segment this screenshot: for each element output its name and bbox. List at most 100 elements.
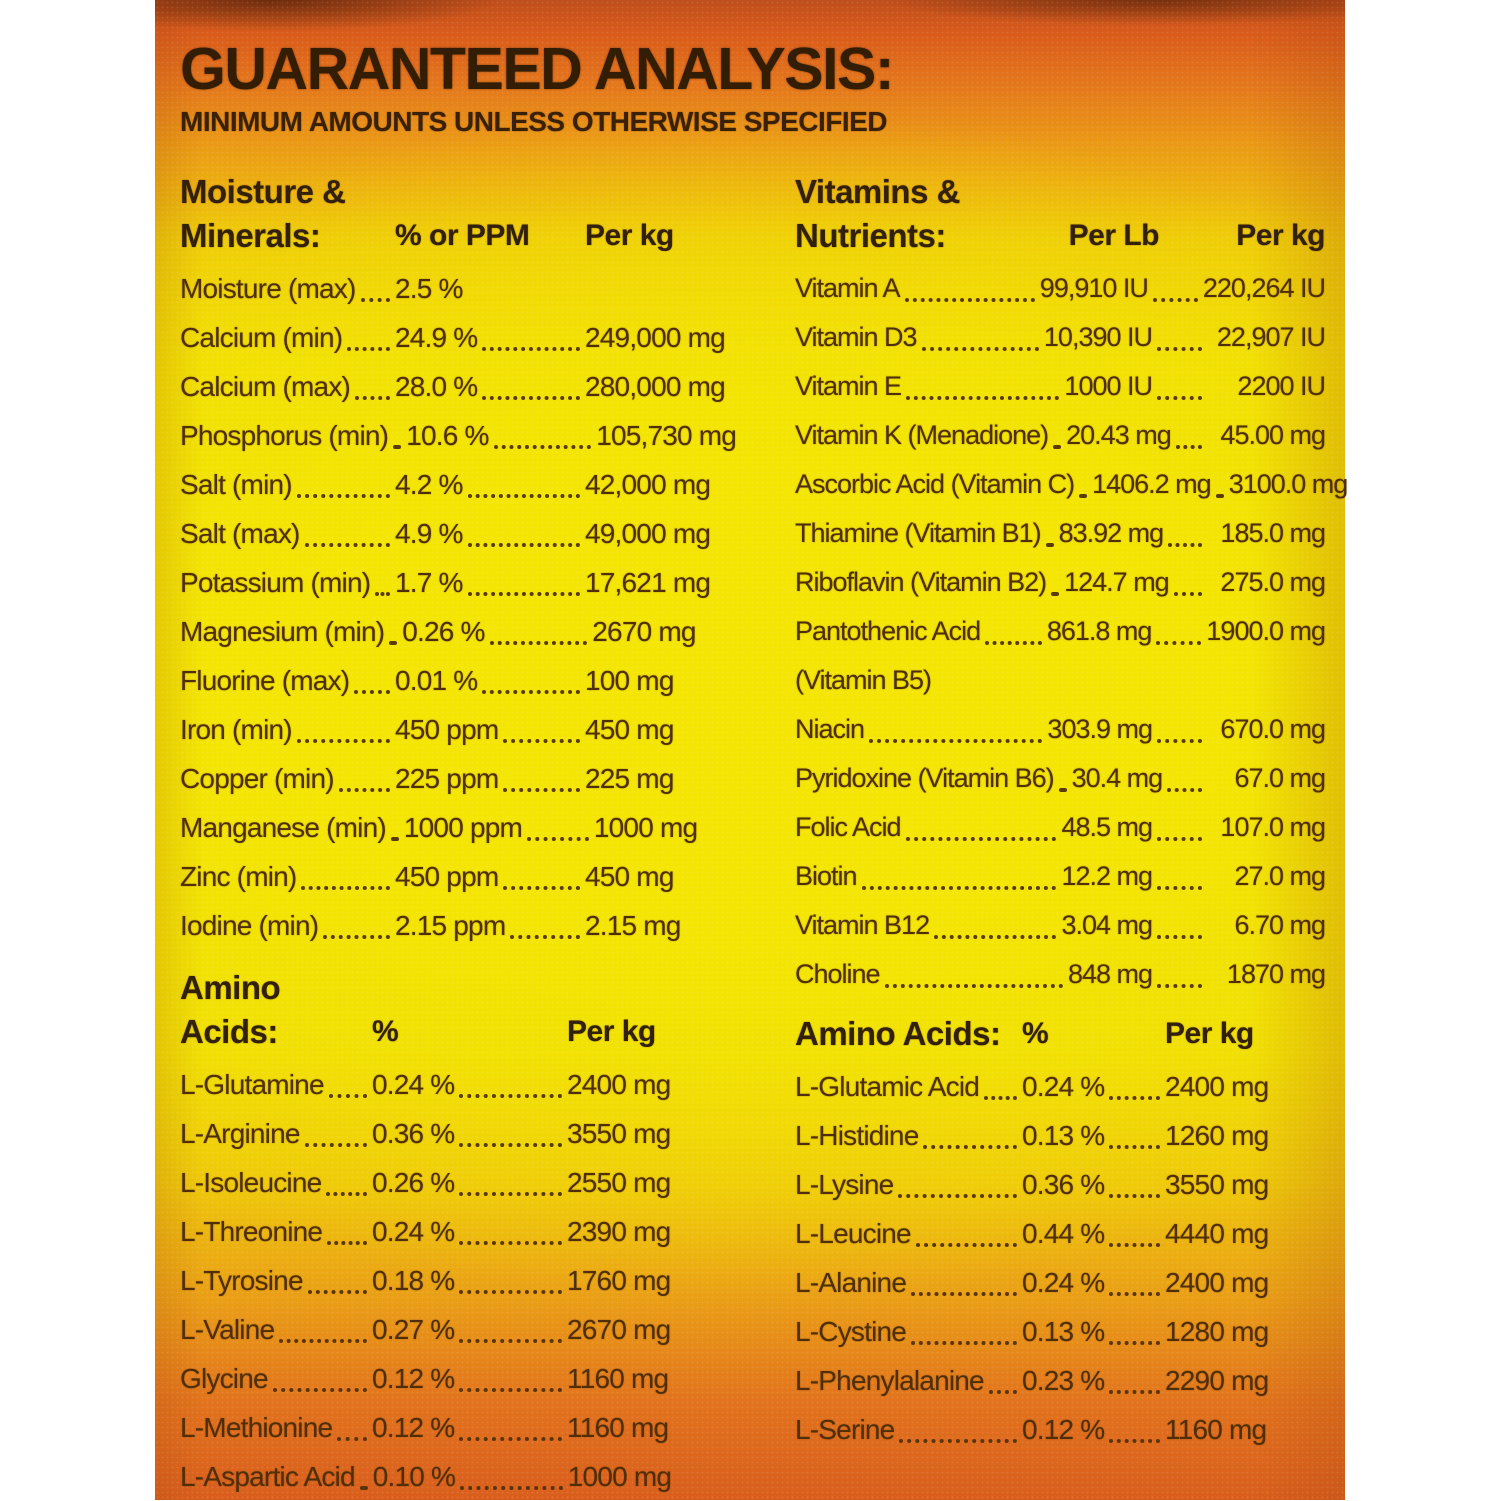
leader-dots bbox=[906, 396, 1060, 400]
nutrient-per-kg: 1000 mg bbox=[567, 1461, 672, 1492]
table-row: L-Valine 0.27 % 2670 mg bbox=[180, 1305, 770, 1354]
table-row: Vitamin K (Menadione) 20.43 mg 45.00 mg bbox=[795, 411, 1326, 460]
column-header-percent: % bbox=[372, 1015, 399, 1048]
nutrient-percent: 0.12 % bbox=[372, 1412, 455, 1443]
nutrient-percent: 0.36 % bbox=[372, 1118, 455, 1149]
nutrient-percent: 0.13 % bbox=[1022, 1120, 1105, 1151]
nutrient-per-kg: 450 mg bbox=[585, 861, 674, 892]
nutrient-per-kg: 2290 mg bbox=[1165, 1365, 1269, 1396]
nutrient-name: Salt (min) bbox=[180, 469, 293, 500]
nutrient-amount: 10.6 % bbox=[406, 420, 489, 451]
leader-dots bbox=[327, 1241, 367, 1245]
leader-dots bbox=[326, 1192, 367, 1196]
leader-dots bbox=[467, 543, 580, 547]
table-row: L-Threonine 0.24 % 2390 mg bbox=[180, 1207, 770, 1256]
leader-dots bbox=[503, 886, 580, 890]
nutrient-per-kg: 67.0 mg bbox=[1234, 763, 1326, 793]
nutrient-per-kg: 42,000 mg bbox=[585, 469, 711, 500]
nutrient-per-lb: 20.43 mg bbox=[1066, 420, 1172, 450]
leader-dots bbox=[1058, 788, 1067, 792]
leader-dots bbox=[393, 445, 402, 449]
leader-dots bbox=[898, 1194, 1017, 1198]
nutrient-amount: 4.2 % bbox=[395, 469, 463, 500]
table-row: Manganese (min) 1000 ppm 1000 mg bbox=[180, 803, 770, 852]
leader-dots bbox=[459, 1290, 562, 1294]
leader-dots bbox=[869, 739, 1043, 743]
leader-dots bbox=[355, 396, 390, 400]
table-row: Vitamin E 1000 IU 2200 IU bbox=[795, 362, 1326, 411]
leader-dots bbox=[296, 494, 390, 498]
leader-dots bbox=[1157, 935, 1202, 939]
nutrient-percent: 0.18 % bbox=[372, 1265, 455, 1296]
nutrient-name: Magnesium (min) bbox=[180, 616, 385, 647]
table-row: L-Cystine 0.13 % 1280 mg bbox=[795, 1307, 1325, 1356]
nutrient-name: L-Methionine bbox=[180, 1412, 333, 1443]
nutrient-amount: 28.0 % bbox=[395, 371, 478, 402]
table-row: L-Histidine 0.13 % 1260 mg bbox=[795, 1111, 1325, 1160]
leader-dots bbox=[467, 592, 580, 596]
leader-dots bbox=[1215, 494, 1224, 498]
nutrient-name: Calcium (min) bbox=[180, 322, 343, 353]
nutrient-per-kg: 2390 mg bbox=[567, 1216, 671, 1247]
nutrient-name: L-Glutamine bbox=[180, 1069, 325, 1100]
leader-dots bbox=[911, 1292, 1017, 1296]
leader-dots bbox=[1053, 445, 1062, 449]
table-row: (Vitamin B5) bbox=[795, 656, 1325, 705]
nutrient-name: L-Phenylalanine bbox=[795, 1365, 985, 1396]
table-row: Choline 848 mg 1870 mg bbox=[795, 950, 1326, 999]
leader-dots bbox=[1157, 347, 1202, 351]
nutrient-amount: 0.01 % bbox=[395, 665, 478, 696]
leader-dots bbox=[1157, 396, 1202, 400]
leader-dots bbox=[459, 1192, 562, 1196]
minerals-rows: Moisture (max) 2.5 % Calcium (min) 24.9 bbox=[180, 264, 770, 950]
vitamins-heading-line1: Vitamins & bbox=[795, 173, 960, 210]
leader-dots bbox=[934, 935, 1057, 939]
nutrient-per-lb: 12.2 mg bbox=[1061, 861, 1153, 891]
amino-heading: Amino Acids: bbox=[180, 969, 281, 1050]
column-header-per-kg: Per kg bbox=[1165, 1017, 1254, 1050]
nutrient-name: L-Histidine bbox=[795, 1120, 919, 1151]
nutrient-amount: 4.9 % bbox=[395, 518, 463, 549]
table-row: Moisture (max) 2.5 % bbox=[180, 264, 770, 313]
nutrient-name: Copper (min) bbox=[180, 763, 335, 794]
nutrient-name: Zinc (min) bbox=[180, 861, 297, 892]
leader-dots bbox=[1109, 1096, 1160, 1100]
leader-dots bbox=[347, 347, 390, 351]
leader-dots bbox=[1051, 592, 1060, 596]
nutrient-per-kg: 2200 IU bbox=[1237, 371, 1326, 401]
minerals-heading-line2: Minerals: bbox=[180, 217, 321, 254]
nutrient-name: Niacin bbox=[795, 714, 865, 744]
leader-dots bbox=[899, 1439, 1017, 1443]
nutrient-percent: 0.13 % bbox=[1022, 1316, 1105, 1347]
leader-dots bbox=[1168, 543, 1202, 547]
minerals-table-header: Moisture & Minerals: % or PPM Per kg bbox=[180, 170, 770, 258]
nutrient-name: Iron (min) bbox=[180, 714, 293, 745]
table-row: L-Glutamine 0.24 % 2400 mg bbox=[180, 1060, 770, 1109]
leader-dots bbox=[489, 641, 588, 645]
nutrient-percent: 0.23 % bbox=[1022, 1365, 1105, 1396]
nutrient-per-kg: 1870 mg bbox=[1226, 959, 1326, 989]
nutrient-amount: 2.15 ppm bbox=[395, 910, 506, 941]
nutrient-percent: 0.10 % bbox=[372, 1461, 456, 1492]
table-row: Magnesium (min) 0.26 % 2670 mg bbox=[180, 607, 770, 656]
nutrient-per-lb: 1406.2 mg bbox=[1092, 469, 1212, 499]
table-row: Salt (min) 4.2 % 42,000 mg bbox=[180, 460, 770, 509]
nutrient-amount: 2.5 % bbox=[395, 273, 463, 304]
leader-dots bbox=[1109, 1292, 1160, 1296]
nutrient-name: L-Cystine bbox=[795, 1316, 907, 1347]
table-row: L-Glutamic Acid 0.24 % 2400 mg bbox=[795, 1062, 1325, 1111]
nutrient-percent: 0.36 % bbox=[1022, 1169, 1105, 1200]
nutrient-per-lb: 99,910 IU bbox=[1039, 273, 1149, 303]
leader-dots bbox=[296, 739, 390, 743]
nutrient-name: L-Serine bbox=[795, 1414, 895, 1445]
table-row: Fluorine (max) 0.01 % 100 mg bbox=[180, 656, 770, 705]
leader-dots bbox=[1157, 739, 1202, 743]
leader-dots bbox=[985, 641, 1042, 645]
leader-dots bbox=[459, 1241, 562, 1245]
table-row: Pyridoxine (Vitamin B6) 30.4 mg 67.0 mg bbox=[795, 754, 1326, 803]
leader-dots bbox=[1109, 1145, 1160, 1149]
leader-dots bbox=[1157, 984, 1202, 988]
vitamins-table: Vitamins & Nutrients: Per Lb Per kg V bbox=[795, 170, 1348, 999]
table-row: Salt (max) 4.9 % 49,000 mg bbox=[180, 509, 770, 558]
leader-dots bbox=[527, 837, 589, 841]
